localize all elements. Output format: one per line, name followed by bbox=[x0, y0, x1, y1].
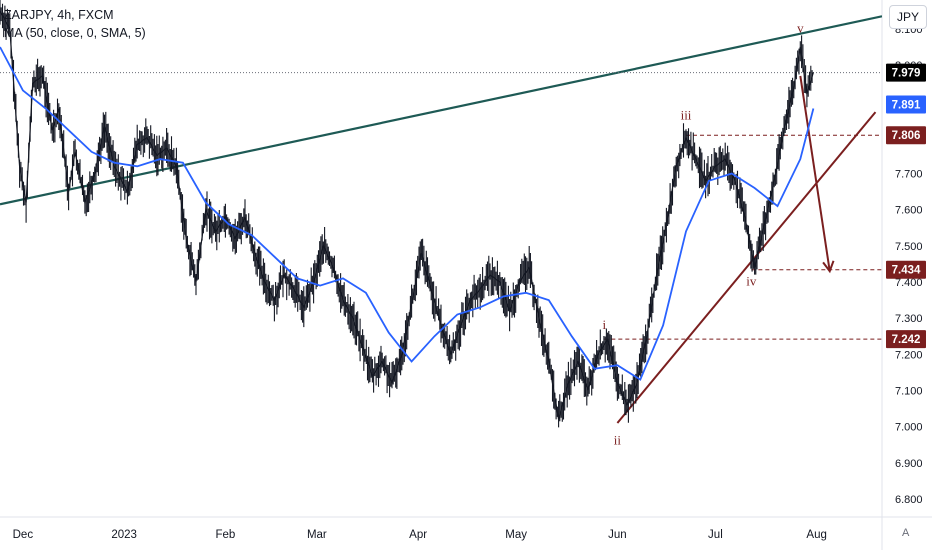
current-price-tag-bg bbox=[886, 63, 926, 82]
level-7242-tag-bg bbox=[886, 330, 926, 349]
x-tick-label: Dec bbox=[13, 529, 34, 541]
y-tick-label: 7.500 bbox=[895, 241, 923, 253]
y-tick-label: 6.900 bbox=[895, 458, 923, 470]
y-tick-label: 7.400 bbox=[895, 277, 923, 289]
symbol-title[interactable]: ZARJPY, 4h, FXCM bbox=[4, 8, 114, 22]
x-tick-label: Apr bbox=[409, 529, 427, 541]
level-7434-tag: 7.434 bbox=[892, 265, 921, 277]
x-tick-label: Feb bbox=[215, 529, 235, 541]
y-tick-label: 7.600 bbox=[895, 205, 923, 217]
auto-scale-button[interactable]: A bbox=[902, 527, 910, 539]
y-tick-label: 7.000 bbox=[895, 422, 923, 434]
level-7242-tag: 7.242 bbox=[892, 334, 921, 346]
ma-value-tag: 7.891 bbox=[892, 99, 921, 111]
y-tick-label: 7.200 bbox=[895, 349, 923, 361]
ma-value-tag-bg bbox=[886, 95, 926, 114]
currency-button[interactable]: JPY bbox=[889, 5, 927, 29]
wave-label: ii bbox=[614, 433, 622, 448]
x-tick-label: Mar bbox=[307, 529, 327, 541]
y-tick-label: 7.100 bbox=[895, 385, 923, 397]
wave-label: i bbox=[603, 317, 607, 332]
channel-line bbox=[0, 15, 882, 206]
ma-series bbox=[0, 46, 815, 381]
wave-label: v bbox=[797, 21, 804, 36]
y-tick-label: 7.700 bbox=[895, 169, 923, 181]
wave-label: iv bbox=[746, 274, 757, 289]
indicator-legend[interactable]: MA (50, close, 0, SMA, 5) bbox=[4, 26, 146, 40]
x-tick-label: Aug bbox=[806, 529, 826, 541]
projection-arrowhead bbox=[822, 260, 835, 274]
wave-label: iii bbox=[681, 107, 692, 122]
plot-layer bbox=[0, 0, 882, 428]
chart-header: ZARJPY, 4h, FXCM MA (50, close, 0, SMA, … bbox=[4, 6, 146, 42]
projection-arrow bbox=[799, 75, 831, 272]
price-series bbox=[0, 10, 814, 420]
x-tick-label: Jul bbox=[708, 529, 723, 541]
y-tick-label: 7.300 bbox=[895, 313, 923, 325]
wave-trendline bbox=[616, 111, 877, 424]
level-7434-tag-bg bbox=[886, 260, 926, 279]
x-tick-label: 2023 bbox=[111, 529, 137, 541]
level-7806-tag-bg bbox=[886, 126, 926, 145]
x-tick-label: Jun bbox=[608, 529, 627, 541]
price-candles bbox=[0, 0, 813, 428]
level-7806-tag: 7.806 bbox=[892, 130, 921, 142]
y-tick-label: 6.800 bbox=[895, 494, 923, 506]
current-price-tag: 7.979 bbox=[892, 68, 921, 80]
x-tick-label: May bbox=[505, 529, 527, 541]
